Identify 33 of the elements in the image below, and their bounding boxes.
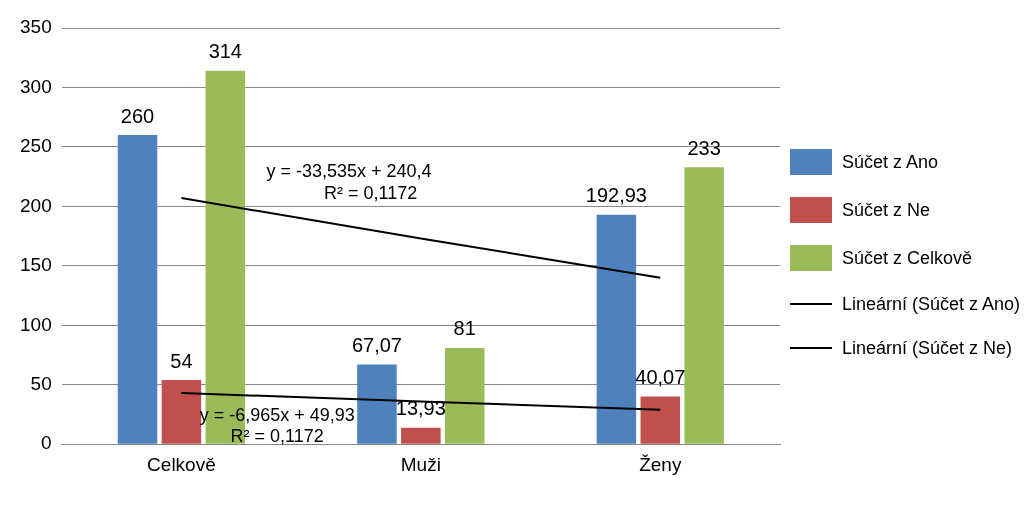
legend-label: Súčet z Ne [842,198,931,221]
y-tick-label: 100 [20,313,52,335]
legend-label: Súčet z Ano [842,150,939,173]
data-label: 192,93 [585,184,647,207]
y-tick-label: 0 [41,432,52,454]
x-tick-label: Muži [400,453,441,475]
bar [684,167,724,444]
bar [117,135,158,444]
bar [640,396,681,444]
y-tick-label: 150 [20,254,52,276]
data-label: 81 [453,317,476,340]
y-tick-label: 300 [20,75,52,97]
legend-label: Súčet z Celkově [842,246,973,269]
annotation: y = -33,535x + 240,4 [266,160,432,181]
bar [401,427,441,444]
data-label: 54 [170,349,193,372]
bar [357,364,397,444]
y-tick-label: 50 [30,372,52,394]
y-tick-label: 350 [20,16,52,38]
bar [596,214,637,444]
data-label: 67,07 [351,333,402,356]
data-label: 314 [208,40,242,63]
data-label: 233 [687,136,721,159]
x-tick-label: Ženy [639,453,682,475]
legend-label: Lineární (Súčet z Ne) [842,336,1013,359]
bar [444,347,485,444]
legend-label: Lineární (Súčet z Ano) [842,292,1021,315]
data-label: 260 [120,104,155,127]
y-tick-label: 250 [20,135,52,157]
x-tick-label: Celkově [147,453,216,475]
y-tick-label: 200 [20,194,52,216]
annotation: R² = 0,1172 [323,183,418,204]
bar [161,379,202,444]
